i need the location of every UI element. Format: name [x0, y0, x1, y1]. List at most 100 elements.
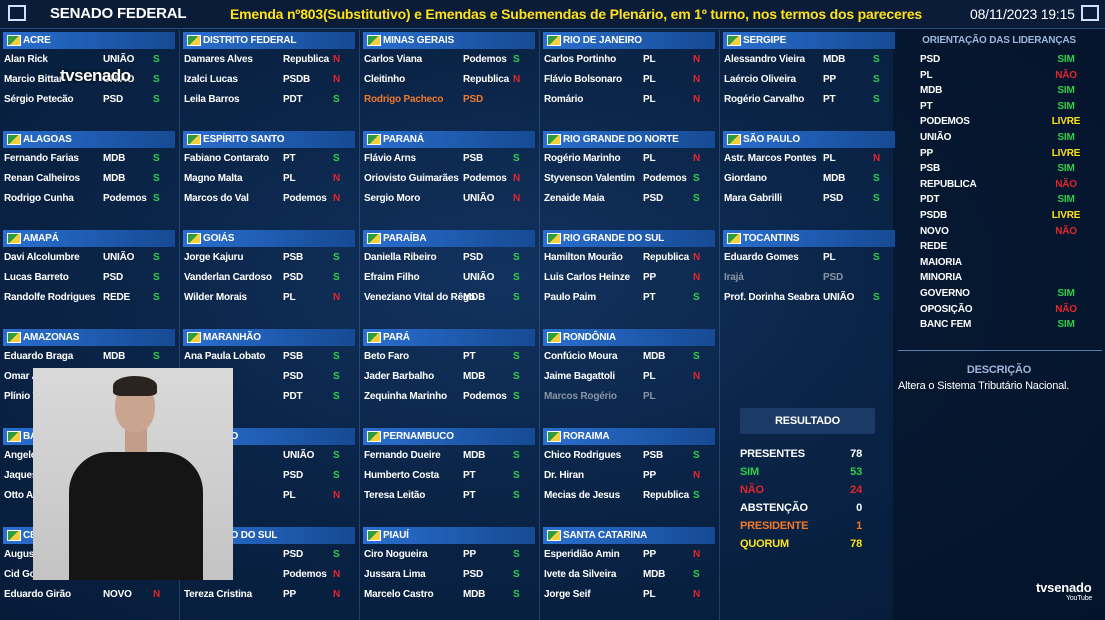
senator-party: PT	[463, 470, 476, 481]
senator-vote: S	[153, 351, 160, 362]
state-bar	[543, 527, 715, 544]
state-name: CE	[23, 530, 37, 541]
senator-vote: S	[873, 74, 880, 85]
senator-name: Leila Barros	[184, 94, 240, 105]
senator-name: Wilder Morais	[184, 292, 247, 303]
senator-name: Rogério Carvalho	[724, 94, 805, 105]
senator-name: Mara Gabrilli	[724, 193, 782, 204]
senator-vote: S	[513, 391, 520, 402]
senator-name: Veneziano Vital do Rêgo	[364, 292, 475, 303]
senator-party: PL	[643, 54, 656, 65]
header-bar	[0, 0, 1105, 29]
senator-party: PSD	[103, 272, 123, 283]
senator-party: PP	[643, 549, 656, 560]
senator-party: Podemos	[283, 193, 327, 204]
senator-vote: S	[153, 252, 160, 263]
senator-vote: S	[513, 54, 520, 65]
senator-vote: N	[333, 292, 341, 303]
state-flag	[367, 530, 381, 541]
senator-party: PL	[823, 252, 836, 263]
result-value: 78	[850, 448, 862, 460]
state-flag	[7, 233, 21, 244]
header-datetime: 08/11/2023 19:15	[970, 6, 1075, 22]
senator-party: Republica	[643, 252, 689, 263]
senator-name: Irajá	[724, 272, 744, 283]
senator-vote: S	[153, 74, 160, 85]
state-bar	[543, 230, 715, 247]
senator-party: PP	[283, 589, 296, 600]
senator-name: Jorge Kajuru	[184, 252, 244, 263]
side-panel	[893, 29, 1105, 620]
senator-party: Podemos	[463, 54, 507, 65]
senator-name: Chico Rodrigues	[544, 450, 622, 461]
senator-party: PSD	[283, 549, 303, 560]
senator-name: Carlos Viana	[364, 54, 423, 65]
orientation-vote: NÃO	[1055, 69, 1077, 81]
senator-vote: S	[333, 371, 340, 382]
state-flag	[727, 233, 741, 244]
senator-vote: S	[873, 252, 880, 263]
state-bar	[543, 428, 715, 445]
senator-name: Rogério Marinho	[544, 153, 621, 164]
orientation-title: ORIENTAÇÃO DAS LIDERANÇAS	[922, 35, 1076, 46]
state-name: RORAIMA	[563, 431, 610, 442]
senator-party: PL	[823, 153, 836, 164]
state-name: AMAPÁ	[23, 233, 59, 244]
state-flag	[187, 134, 201, 145]
state-bar	[183, 230, 355, 247]
senator-name: Angelo C	[4, 450, 47, 461]
senator-party: PL	[643, 94, 656, 105]
senator-vote: S	[333, 450, 340, 461]
senator-name: Teresa Leitão	[364, 490, 426, 501]
senator-vote: S	[513, 569, 520, 580]
senator-name: Eduardo Girão	[4, 589, 71, 600]
senator-vote: N	[693, 549, 701, 560]
senator-vote: S	[513, 153, 520, 164]
senator-vote: N	[693, 252, 701, 263]
senator-name: Astr. Marcos Pontes	[724, 153, 817, 164]
senator-party: PSD	[463, 94, 483, 105]
senator-party: PSD	[823, 193, 843, 204]
senator-vote: S	[873, 173, 880, 184]
senator-vote: N	[333, 54, 341, 65]
senator-vote: S	[333, 470, 340, 481]
logo-corner-sub: YouTube	[1066, 595, 1093, 602]
senator-name: Davi Alcolumbre	[4, 252, 80, 263]
senator-party: PSD	[283, 371, 303, 382]
senator-party: PSD	[103, 94, 123, 105]
state-bar	[3, 32, 175, 49]
divider	[898, 350, 1102, 351]
senator-vote: S	[153, 54, 160, 65]
senator-name: Flávio Arns	[364, 153, 416, 164]
state-flag	[367, 134, 381, 145]
header-title: Emenda nº803(Substitutivo) e Emendas e S…	[230, 6, 922, 22]
senator-name: Lucas Barreto	[4, 272, 69, 283]
senator-vote: S	[873, 193, 880, 204]
state-name: SERGIPE	[743, 35, 787, 46]
state-name: MARANHÃO	[203, 332, 261, 343]
senator-vote: S	[513, 589, 520, 600]
senator-party: MDB	[643, 569, 666, 580]
orientation-vote: SIM	[1057, 85, 1075, 97]
result-title: RESULTADO	[774, 415, 840, 427]
senator-name: Damares Alves	[184, 54, 253, 65]
senator-vote: N	[333, 173, 341, 184]
senator-vote: N	[693, 589, 701, 600]
senator-name: Alessandro Vieira	[724, 54, 805, 65]
result-value: 1	[856, 520, 862, 532]
senator-party: MDB	[103, 173, 126, 184]
senator-party: Podemos	[463, 173, 507, 184]
state-name: BA	[23, 431, 38, 442]
result-label: NÃO	[740, 484, 764, 496]
senator-party: UNIÃO	[283, 450, 315, 461]
senator-name: Eduardo Braga	[4, 351, 74, 362]
state-bar	[3, 329, 175, 346]
senator-vote: S	[333, 351, 340, 362]
senator-party: UNIÃO	[463, 272, 495, 283]
senator-vote: S	[153, 292, 160, 303]
senator-name: Beto Faro	[364, 351, 409, 362]
state-bar	[363, 131, 535, 148]
state-name: PIAUÍ	[383, 530, 409, 541]
state-flag	[187, 35, 201, 46]
senator-name: Randolfe Rodrigues	[4, 292, 96, 303]
